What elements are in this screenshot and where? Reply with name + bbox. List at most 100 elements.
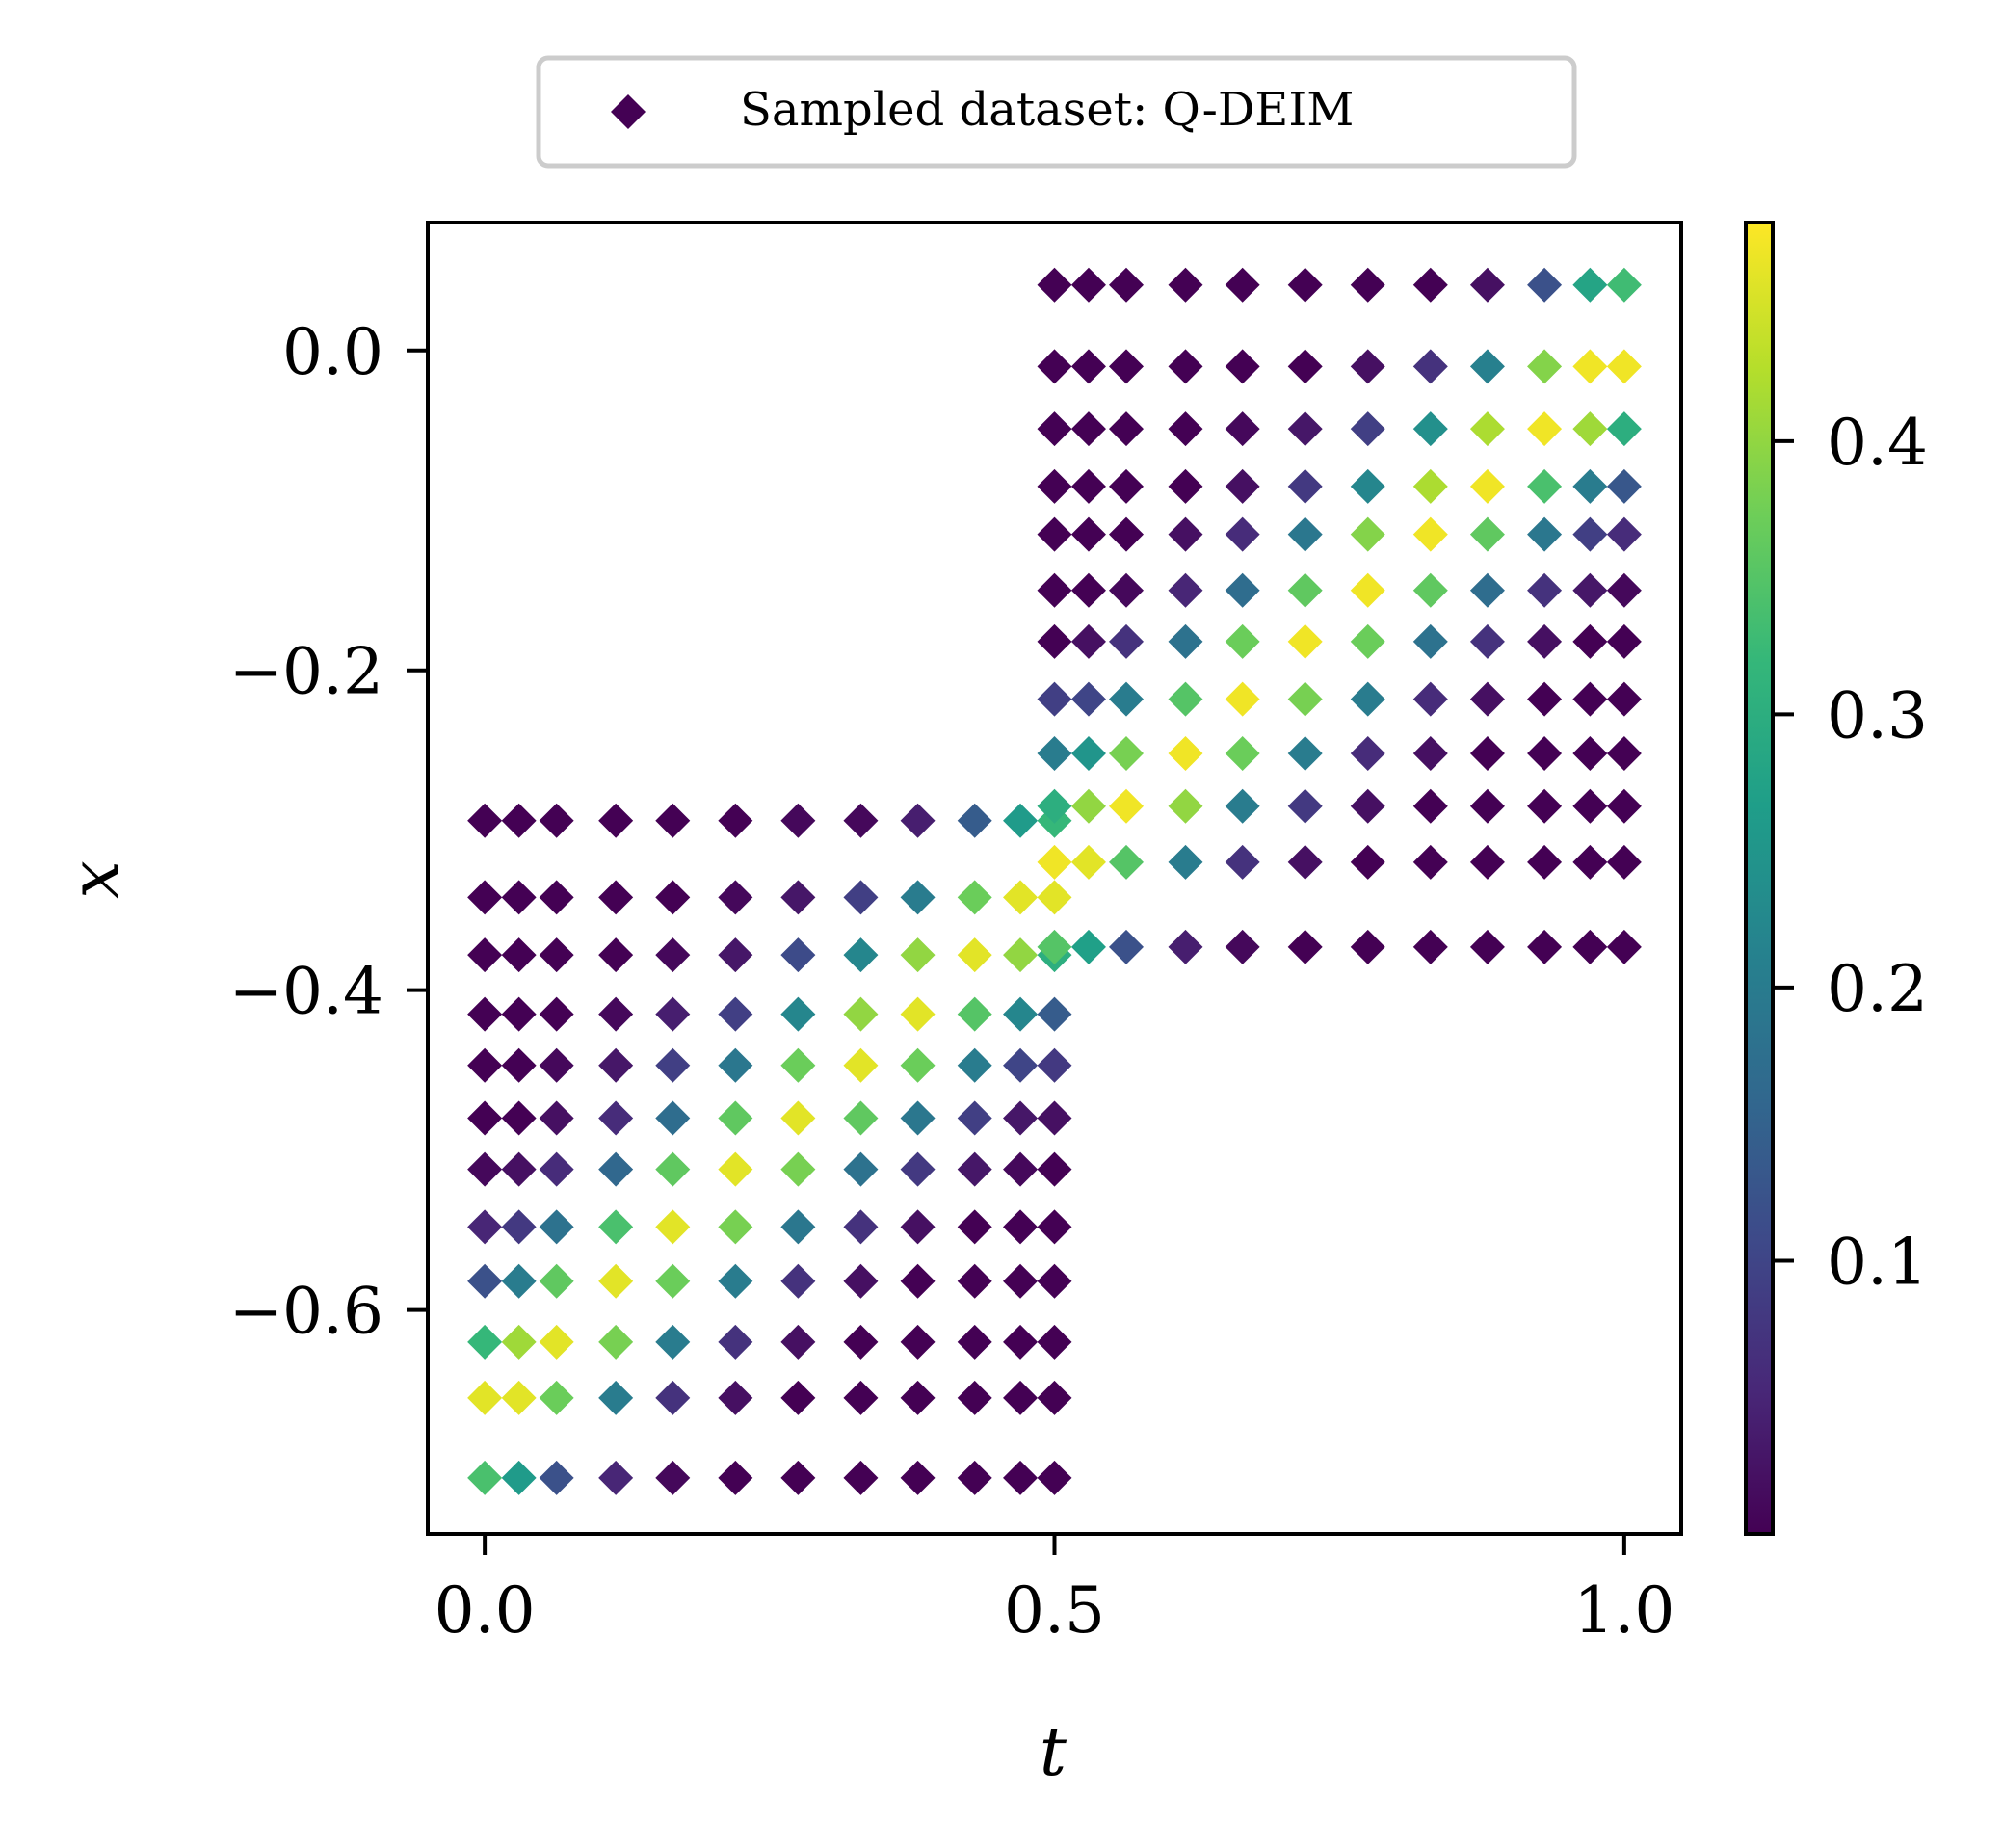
scatter-point-left	[957, 937, 992, 973]
scatter-point-right	[1350, 788, 1385, 824]
scatter-point-right	[1109, 736, 1145, 772]
scatter-point-right	[1350, 516, 1385, 552]
scatter-point-right	[1412, 572, 1448, 608]
scatter-point-right	[1287, 929, 1323, 964]
scatter-point-right	[1412, 736, 1448, 772]
scatter-point-right	[1070, 411, 1106, 447]
scatter-point-right	[1606, 623, 1642, 659]
scatter-point-right	[1168, 468, 1203, 504]
scatter-point-right	[1606, 572, 1642, 608]
scatter-point-left	[598, 1263, 634, 1299]
scatter-point-right	[1070, 929, 1106, 964]
scatter-point-left	[957, 880, 992, 915]
scatter-point-right	[1469, 844, 1505, 880]
scatter-point-right	[1168, 929, 1203, 964]
scatter-point-right	[1109, 623, 1145, 659]
scatter-point-left	[843, 1380, 879, 1415]
scatter-point-left	[655, 1100, 691, 1136]
scatter-point-left	[780, 1263, 816, 1299]
scatter-point-right	[1412, 468, 1448, 504]
scatter-point-left	[957, 1324, 992, 1360]
scatter-point-right	[1527, 623, 1563, 659]
points-layer	[467, 267, 1642, 1495]
y-tick-label: −0.4	[229, 955, 383, 1029]
scatter-point-right	[1070, 572, 1106, 608]
x-tick-label: 1.0	[1573, 1573, 1674, 1648]
scatter-point-left	[1037, 1460, 1072, 1495]
scatter-point-left	[718, 1100, 753, 1136]
colorbar-gradient	[1744, 221, 1775, 1536]
scatter-point-right	[1225, 788, 1260, 824]
scatter-point-right	[1572, 788, 1608, 824]
scatter-point-left	[539, 880, 574, 915]
scatter-point-left	[655, 996, 691, 1032]
scatter-point-left	[900, 996, 936, 1032]
scatter-point-right	[1287, 516, 1323, 552]
colorbar-ticks: 0.1 0.2 0.3 0.4	[1773, 406, 1928, 1299]
scatter-point-left	[957, 1047, 992, 1083]
scatter-point-right	[1412, 349, 1448, 384]
scatter-point-left	[900, 1209, 936, 1245]
scatter-point-right	[1572, 267, 1608, 303]
scatter-point-right	[1412, 681, 1448, 717]
legend-frame	[536, 55, 1577, 169]
scatter-point-left	[501, 880, 537, 915]
scatter-point-right	[1527, 844, 1563, 880]
scatter-point-right	[1469, 736, 1505, 772]
scatter-point-left	[501, 1460, 537, 1495]
x-tick-label: 0.5	[1004, 1573, 1105, 1648]
scatter-point-right	[1037, 572, 1072, 608]
y-tick-label: −0.6	[229, 1275, 383, 1349]
scatter-point-right	[1287, 623, 1323, 659]
scatter-point-right	[1225, 572, 1260, 608]
scatter-point-left	[655, 803, 691, 838]
scatter-point-left	[780, 1100, 816, 1136]
scatter-point-right	[1037, 681, 1072, 717]
scatter-point-right	[1412, 844, 1448, 880]
scatter-point-left	[598, 1380, 634, 1415]
scatter-point-left	[957, 1380, 992, 1415]
scatter-point-left	[1003, 880, 1039, 915]
scatter-point-left	[843, 1151, 879, 1187]
scatter-point-left	[718, 996, 753, 1032]
scatter-point-right	[1469, 623, 1505, 659]
scatter-point-left	[467, 880, 503, 915]
scatter-point-right	[1287, 468, 1323, 504]
x-ticks: 0.0 0.5 1.0	[435, 1534, 1674, 1648]
scatter-point-left	[1037, 1209, 1072, 1245]
scatter-point-right	[1225, 929, 1260, 964]
scatter-point-right	[1037, 349, 1072, 384]
scatter-point-left	[598, 880, 634, 915]
scatter-point-left	[539, 1047, 574, 1083]
scatter-point-left	[1037, 996, 1072, 1032]
scatter-point-left	[780, 1209, 816, 1245]
scatter-point-right	[1287, 411, 1323, 447]
scatter-point-right	[1350, 736, 1385, 772]
scatter-point-left	[843, 937, 879, 973]
scatter-point-right	[1225, 468, 1260, 504]
scatter-point-right	[1109, 844, 1145, 880]
scatter-point-left	[539, 1380, 574, 1415]
scatter-point-right	[1469, 516, 1505, 552]
scatter-point-left	[655, 1151, 691, 1187]
scatter-point-left	[900, 937, 936, 973]
scatter-point-right	[1037, 844, 1072, 880]
scatter-point-right	[1606, 267, 1642, 303]
scatter-point-right	[1469, 788, 1505, 824]
scatter-point-left	[718, 1460, 753, 1495]
legend: Sampled dataset: Q-DEIM	[536, 55, 1577, 169]
scatter-point-right	[1225, 844, 1260, 880]
scatter-point-left	[1003, 1100, 1039, 1136]
scatter-point-left	[655, 1263, 691, 1299]
scatter-point-right	[1572, 572, 1608, 608]
scatter-point-left	[780, 1380, 816, 1415]
scatter-point-left	[718, 880, 753, 915]
scatter-point-left	[501, 937, 537, 973]
scatter-point-left	[900, 1460, 936, 1495]
scatter-point-right	[1350, 929, 1385, 964]
scatter-point-left	[501, 1380, 537, 1415]
scatter-point-right	[1606, 788, 1642, 824]
scatter-point-left	[539, 1324, 574, 1360]
scatter-point-left	[467, 937, 503, 973]
scatter-point-right	[1572, 929, 1608, 964]
